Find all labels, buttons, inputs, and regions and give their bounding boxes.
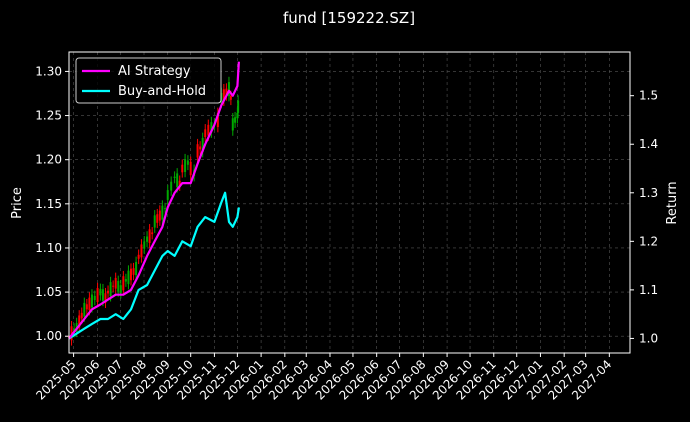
y-left-tick-label: 1.05 (35, 285, 62, 299)
price-candle (176, 173, 179, 188)
y-left-tick-label: 1.00 (35, 329, 62, 343)
price-candle (222, 89, 225, 101)
price-candle (135, 261, 138, 276)
price-candle (127, 270, 130, 285)
price-candle (231, 118, 234, 131)
y-axis-left-label: Price (10, 187, 25, 219)
price-candle (158, 210, 161, 221)
price-candle (216, 112, 219, 128)
legend-box (75, 57, 222, 104)
price-candle (236, 112, 239, 119)
price-candle (122, 276, 125, 291)
price-candle (148, 229, 151, 244)
y-right-tick-label: 1.3 (639, 186, 658, 200)
price-candle (80, 312, 83, 319)
price-candle (161, 205, 164, 220)
price-candle (146, 236, 149, 242)
price-candle (90, 294, 93, 308)
y-right-tick-label: 1.2 (639, 234, 658, 248)
price-candle (186, 160, 189, 165)
price-candle (225, 88, 228, 96)
price-candle (210, 122, 213, 133)
price-candle (101, 289, 104, 301)
y-right-tick-label: 1.1 (639, 283, 658, 297)
price-candle (129, 268, 132, 281)
legend-entry: Buy-and-Hold (118, 84, 206, 99)
price-candle (88, 297, 91, 311)
price-candle (196, 144, 199, 158)
price-candle (109, 282, 112, 297)
price-candle (207, 124, 210, 136)
price-candle (132, 268, 135, 275)
price-candle (189, 161, 192, 176)
price-candle (112, 285, 115, 287)
y-left-tick-label: 1.15 (35, 197, 62, 211)
buy-and-hold-line (68, 191, 240, 340)
price-candle (93, 295, 96, 301)
price-candle (184, 159, 187, 172)
price-candle (237, 100, 240, 113)
y-left-tick-label: 1.20 (35, 153, 62, 167)
price-candle (117, 280, 120, 292)
price-candle (70, 326, 73, 341)
price-candle (153, 215, 156, 228)
y-left-tick-label: 1.30 (35, 64, 62, 78)
price-candle (83, 302, 86, 317)
price-candle (164, 208, 167, 210)
price-candle (137, 254, 140, 259)
y-right-tick-label: 1.5 (639, 89, 658, 103)
price-candle (199, 146, 202, 150)
price-candle (96, 288, 99, 302)
y-axis-right-label: Return (665, 181, 680, 224)
price-candle (156, 214, 159, 223)
price-candle (170, 181, 173, 191)
price-candle (166, 190, 169, 200)
price-candle (143, 241, 146, 249)
price-candle (227, 82, 230, 97)
y-right-tick-label: 1.0 (639, 331, 658, 345)
y-right-tick-label: 1.4 (639, 137, 658, 151)
price-candle (104, 293, 107, 303)
price-candle (181, 164, 184, 173)
price-candle (99, 288, 102, 296)
price-candle (204, 129, 207, 138)
price-candle (85, 304, 88, 310)
price-candle (234, 117, 237, 123)
price-candle (229, 95, 232, 100)
price-candle (140, 244, 143, 258)
y-left-tick-label: 1.25 (35, 109, 62, 123)
legend: AI Strategy Buy-and-Hold (75, 57, 222, 104)
price-candle (151, 232, 154, 235)
price-candle (78, 315, 81, 328)
price-candle (201, 137, 204, 153)
y-left-tick-label: 1.10 (35, 241, 62, 255)
legend-entry: AI Strategy (118, 64, 191, 79)
price-candle (107, 290, 110, 294)
chart-title: fund [159222.SZ] (283, 9, 415, 27)
price-candle (178, 180, 181, 186)
ai-strategy-line (68, 61, 240, 340)
price-candle (114, 277, 117, 289)
price-candle (173, 176, 176, 179)
price-candle (119, 285, 122, 294)
price-candle (124, 279, 127, 282)
plot-frame (68, 51, 631, 354)
